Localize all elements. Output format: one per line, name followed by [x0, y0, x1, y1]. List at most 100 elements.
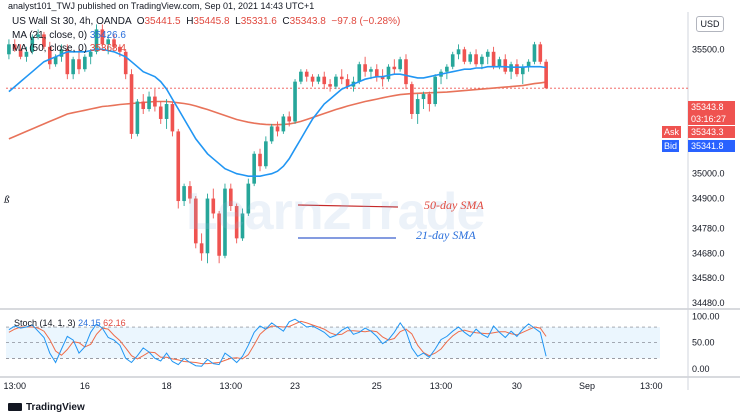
- publisher-line: analyst101_TWJ published on TradingView.…: [8, 1, 315, 11]
- low-value: 35331.6: [240, 16, 277, 27]
- candle-up: [415, 99, 420, 114]
- ma21-label: MA (21, close, 0): [12, 30, 88, 41]
- candle-up: [182, 186, 186, 202]
- candle-down: [538, 44, 543, 62]
- tradingview-footer-label: TradingView: [26, 402, 85, 413]
- time-tick-label: 25: [372, 381, 382, 391]
- bid-price-tag: 35341.8: [688, 140, 735, 152]
- candle-up: [386, 66, 391, 80]
- candle-down: [374, 69, 379, 77]
- candle-down: [427, 94, 432, 105]
- candle-down: [229, 188, 233, 207]
- ma50-legend[interactable]: MA (50, close, 0) 35368.4: [12, 43, 126, 54]
- time-tick-label: 13:00: [220, 381, 243, 391]
- candle-down: [363, 64, 367, 72]
- tradingview-footer: TradingView: [8, 402, 85, 413]
- candle-down: [404, 59, 408, 85]
- stoch-label: Stoch (14, 1, 3): [14, 318, 76, 328]
- candle-up: [164, 104, 169, 119]
- price-tick-label: 34780.0: [692, 223, 725, 233]
- candle-up: [24, 51, 29, 57]
- candle-down: [65, 49, 70, 75]
- candle-up: [252, 153, 256, 184]
- ma21-line: [8, 48, 547, 177]
- symbol-ohlc-line: US Wall St 30, 4h, OANDA O35441.5 H35445…: [12, 16, 400, 27]
- tradingview-logo-icon: [8, 403, 22, 412]
- candle-down: [141, 101, 146, 110]
- time-tick-label: 13:00: [430, 381, 453, 391]
- candle-up: [30, 36, 35, 52]
- time-tick-label: 16: [80, 381, 90, 391]
- candle-up: [83, 56, 87, 70]
- candle-down: [158, 106, 163, 119]
- countdown-tag: 03:16:27: [688, 113, 735, 125]
- candle-down: [304, 71, 309, 77]
- open-value: 35441.5: [144, 16, 181, 27]
- open-label: O: [136, 16, 145, 27]
- candle-up: [485, 51, 490, 57]
- candles-layer: [7, 24, 548, 264]
- ma21-legend[interactable]: MA (21, close, 0) 35426.6: [12, 30, 126, 41]
- candle-up: [293, 81, 297, 122]
- stoch-k-line: [8, 318, 547, 367]
- chart-marker-glyph: ß: [3, 194, 10, 206]
- candle-down: [258, 153, 262, 167]
- candle-down: [339, 76, 344, 80]
- time-tick-label: 30: [512, 381, 522, 391]
- time-axis[interactable]: 13:00 16 18 13:00 23 25 13:00 30 Sep 13:00: [3, 381, 662, 391]
- stoch-tick-label: 0.00: [692, 364, 710, 374]
- sma21-annotation: 21-day SMA: [416, 228, 476, 242]
- candle-up: [147, 96, 151, 110]
- candle-up: [106, 39, 110, 45]
- close-label: C: [282, 16, 290, 27]
- candle-down: [515, 64, 519, 75]
- high-label: H: [186, 16, 194, 27]
- candle-down: [544, 61, 548, 89]
- stoch-k-value: 24.15: [78, 318, 101, 328]
- candle-up: [71, 59, 75, 75]
- candle-down: [153, 96, 157, 107]
- symbol-name: US Wall St 30, 4h, OANDA: [12, 16, 132, 27]
- candle-up: [520, 66, 525, 75]
- candle-up: [281, 116, 286, 132]
- candle-down: [275, 126, 280, 132]
- candle-down: [322, 76, 327, 85]
- price-tick-label: 34580.0: [692, 273, 725, 283]
- candle-down: [112, 39, 116, 47]
- stoch-panel-grid: [6, 326, 660, 359]
- price-tick-label: 34680.0: [692, 248, 725, 258]
- price-axis[interactable]: 35500.035220.035100.035000.034900.034780…: [692, 44, 725, 308]
- stoch-axis[interactable]: 100.00 50.00 0.00: [692, 312, 720, 374]
- candle-down: [474, 54, 478, 65]
- candle-down: [211, 198, 216, 214]
- candle-down: [123, 51, 128, 75]
- candle-down: [199, 243, 204, 254]
- candle-up: [316, 76, 321, 82]
- stoch-d-value: 62.16: [103, 318, 126, 328]
- candle-down: [188, 186, 192, 199]
- change-value: −97.8 (−0.28%): [331, 16, 401, 27]
- candle-down: [462, 49, 467, 62]
- candle-down: [129, 74, 134, 134]
- candle-up: [36, 34, 40, 37]
- price-tick-label: 34900.0: [692, 194, 725, 204]
- stoch-legend[interactable]: Stoch (14, 1, 3) 24.15 62.16: [14, 318, 126, 328]
- ma50-label: MA (50, close, 0): [12, 43, 88, 54]
- candle-down: [118, 46, 122, 52]
- candle-up: [480, 56, 484, 65]
- candle-down: [491, 51, 496, 67]
- currency-button[interactable]: USD: [696, 16, 724, 32]
- ask-label: Ask: [662, 126, 682, 138]
- ma50-value: 35368.4: [89, 43, 126, 54]
- stoch-tick-label: 50.00: [692, 338, 715, 348]
- low-label: L: [235, 16, 241, 27]
- candle-up: [468, 54, 473, 62]
- candle-down: [193, 198, 198, 244]
- candle-up: [246, 183, 251, 214]
- candle-up: [433, 76, 437, 105]
- candle-up: [369, 69, 373, 72]
- candle-up: [88, 51, 93, 57]
- close-value: 35343.8: [289, 16, 326, 27]
- candle-up: [456, 49, 461, 55]
